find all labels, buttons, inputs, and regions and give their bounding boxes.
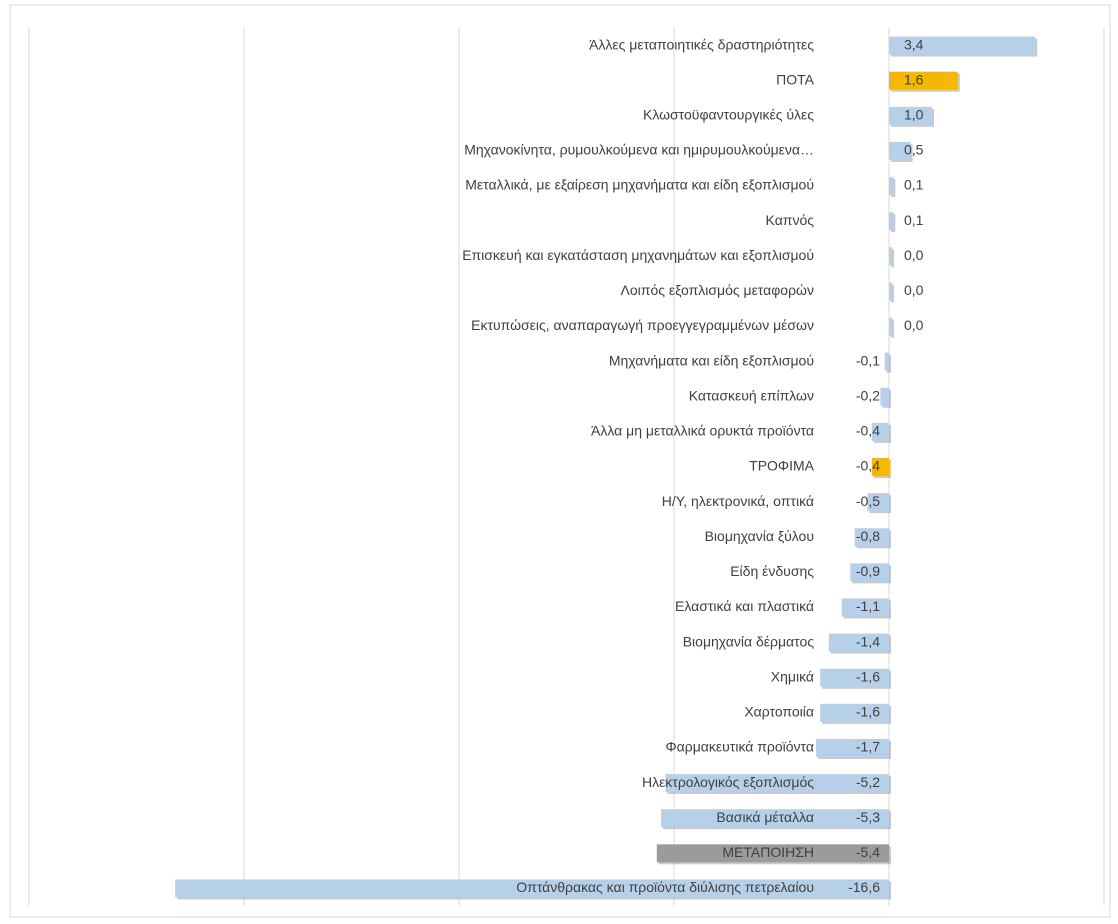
bar-shadow xyxy=(891,249,894,268)
bar xyxy=(871,458,889,476)
category-label: Φαρμακευτικά προϊόντα xyxy=(666,739,814,755)
category-label: Είδη ένδυσης xyxy=(730,563,814,579)
bar xyxy=(889,212,894,231)
value-label: 1,6 xyxy=(904,71,924,87)
bar xyxy=(889,282,892,301)
value-label: 0,0 xyxy=(904,282,924,298)
category-label: Κλωστοϋφαντουργικές ύλες xyxy=(643,107,814,123)
value-label: 1,0 xyxy=(904,107,924,123)
bar xyxy=(665,774,889,793)
value-label: -0,9 xyxy=(856,563,880,579)
category-label: Μηχανήματα και είδη εξοπλισμού xyxy=(609,352,814,368)
value-label: 0,0 xyxy=(904,317,924,333)
value-label: -0,4 xyxy=(856,423,880,439)
category-label: Χημικά xyxy=(771,668,814,684)
chart-frame xyxy=(9,4,1111,918)
value-label: -1,6 xyxy=(856,704,880,720)
bar xyxy=(815,738,889,757)
bar xyxy=(656,844,889,863)
category-label: Καπνός xyxy=(766,212,815,228)
value-label: -0,1 xyxy=(856,352,880,368)
value-label: -0,8 xyxy=(856,528,880,544)
category-label: Η/Υ, ηλεκτρονικά, οπτικά xyxy=(662,493,814,509)
category-label: Ελαστικά και πλαστικά xyxy=(675,598,814,614)
value-label: 0,0 xyxy=(904,247,924,263)
bar xyxy=(820,703,889,722)
value-label: -1,4 xyxy=(856,633,880,649)
category-label: ΜΕΤΑΠΟΙΗΣΗ xyxy=(722,844,814,860)
value-label: -1,6 xyxy=(856,668,880,684)
bar xyxy=(850,563,889,582)
value-label: -1,1 xyxy=(856,598,880,614)
bar xyxy=(661,809,889,828)
value-label: -0,4 xyxy=(856,458,880,474)
bar xyxy=(889,247,892,266)
value-label: -0,5 xyxy=(856,493,880,509)
value-label: -5,2 xyxy=(856,774,880,790)
value-label: -0,2 xyxy=(856,387,880,403)
category-label: Λοιπός εξοπλισμός μεταφορών xyxy=(621,282,814,298)
value-label: -1,7 xyxy=(856,739,880,755)
category-label: Χαρτοποιία xyxy=(744,704,814,720)
bar xyxy=(871,422,889,441)
category-label: Κατασκευή επίπλων xyxy=(689,387,814,403)
category-label: Μηχανοκίνητα, ρυμουλκούμενα και ημιρυμου… xyxy=(464,142,814,158)
category-label: Εκτυπώσεις, αναπαραγωγή προεγγεγραμμένων… xyxy=(471,317,814,333)
bar xyxy=(889,141,911,160)
value-label: -16,6 xyxy=(848,879,880,895)
bar xyxy=(889,177,894,196)
bar xyxy=(889,106,932,125)
bar xyxy=(880,387,889,406)
bar xyxy=(889,317,892,336)
value-label: 0,1 xyxy=(904,177,924,193)
bar xyxy=(889,36,1036,55)
category-label: ΤΡΟΦΙΜΑ xyxy=(749,458,815,474)
value-label: 0,1 xyxy=(904,212,924,228)
category-label: Βιομηχανία ξύλου xyxy=(705,528,814,544)
bar xyxy=(175,879,889,898)
bar xyxy=(841,598,889,617)
bar-shadow xyxy=(891,319,894,338)
category-label: Βασικά μέταλλα xyxy=(716,809,814,825)
category-label: Ηλεκτρολογικός εξοπλισμός xyxy=(642,774,814,790)
category-label: Οπτάνθρακας και προϊόντα διύλισης πετρελ… xyxy=(516,879,814,895)
value-label: -5,4 xyxy=(856,844,880,860)
bar xyxy=(889,71,958,90)
category-label: Άλλα μη μεταλλικά ορυκτά προϊόντα xyxy=(591,423,814,439)
bar xyxy=(867,493,889,512)
value-label: -5,3 xyxy=(856,809,880,825)
category-label: Βιομηχανία δέρματος xyxy=(683,633,815,649)
category-label: Επισκευή και εγκατάσταση μηχανημάτων και… xyxy=(462,247,814,263)
bar xyxy=(820,668,889,687)
category-label: Άλλες μεταποιητικές δραστηριότητες xyxy=(589,36,814,52)
bar xyxy=(828,633,889,652)
bar xyxy=(884,352,889,371)
bar xyxy=(854,528,889,547)
category-label: ΠΟΤΑ xyxy=(776,71,815,87)
value-label: 0,5 xyxy=(904,142,924,158)
category-label: Μεταλλικά, με εξαίρεση μηχανήματα και εί… xyxy=(465,177,814,193)
value-label: 3,4 xyxy=(904,36,924,52)
bar-shadow xyxy=(891,284,894,303)
